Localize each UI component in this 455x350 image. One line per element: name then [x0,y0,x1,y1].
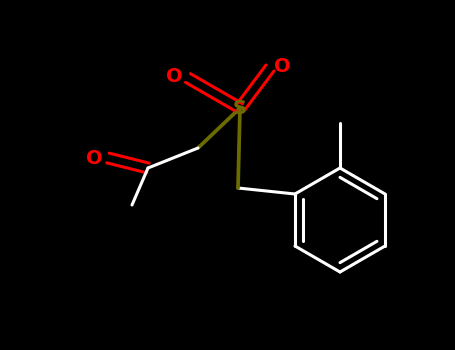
Text: O: O [166,66,182,85]
Text: O: O [274,56,290,76]
Text: S: S [233,98,247,118]
Text: O: O [86,148,102,168]
